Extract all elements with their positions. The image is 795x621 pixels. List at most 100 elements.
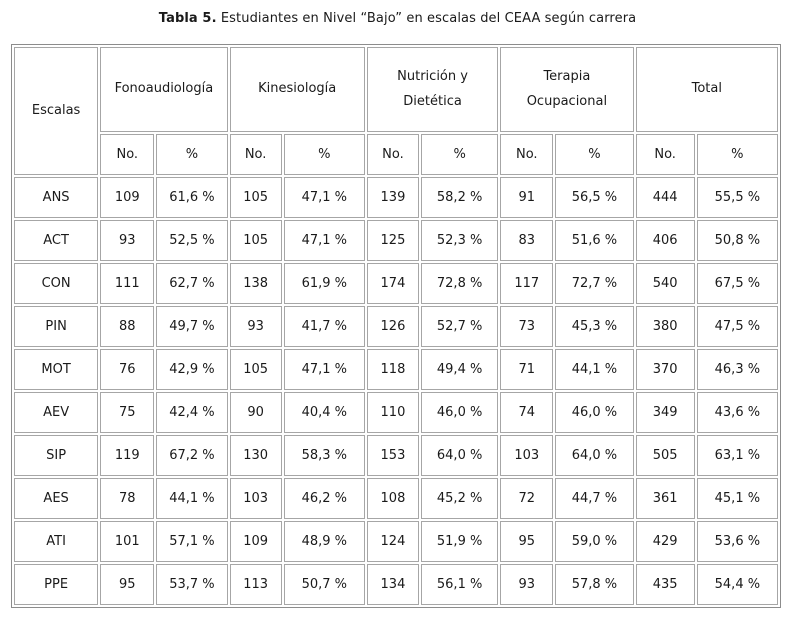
value-cell: 61,6 % xyxy=(156,177,228,218)
scale-cell: PIN xyxy=(14,306,99,347)
value-cell: 139 xyxy=(366,177,420,218)
column-group-kinesiologia: Kinesiología xyxy=(229,47,365,132)
table-row-con: CON 111 62,7 % 138 61,9 % 174 72,8 % 117… xyxy=(14,263,778,304)
value-cell: 103 xyxy=(229,478,282,519)
value-cell: 93 xyxy=(229,306,282,347)
value-cell: 91 xyxy=(500,177,554,218)
value-cell: 73 xyxy=(500,306,554,347)
value-cell: 46,2 % xyxy=(283,478,365,519)
value-cell: 63,1 % xyxy=(696,435,778,476)
value-cell: 44,1 % xyxy=(555,349,634,390)
column-group-total: Total xyxy=(635,47,778,132)
value-cell: 108 xyxy=(366,478,420,519)
col-header-pct: % xyxy=(283,134,365,175)
value-cell: 174 xyxy=(366,263,420,304)
value-cell: 50,7 % xyxy=(283,564,365,605)
header-sub-row: No. % No. % No. % No. % No. % xyxy=(14,134,778,175)
value-cell: 118 xyxy=(366,349,420,390)
value-cell: 105 xyxy=(229,177,282,218)
scale-cell: CON xyxy=(14,263,99,304)
header-group-row: Escalas Fonoaudiología Kinesiología Nutr… xyxy=(14,47,778,175)
value-cell: 93 xyxy=(500,564,554,605)
value-cell: 56,1 % xyxy=(421,564,499,605)
value-cell: 54,4 % xyxy=(696,564,778,605)
col-header-no: No. xyxy=(366,134,420,175)
table-caption-number: Tabla 5. xyxy=(158,11,217,26)
value-cell: 113 xyxy=(229,564,282,605)
value-cell: 435 xyxy=(635,564,695,605)
col-header-no: No. xyxy=(100,134,155,175)
col-header-pct: % xyxy=(696,134,778,175)
value-cell: 349 xyxy=(635,392,695,433)
value-cell: 51,6 % xyxy=(555,220,634,261)
value-cell: 130 xyxy=(229,435,282,476)
value-cell: 53,7 % xyxy=(156,564,228,605)
value-cell: 540 xyxy=(635,263,695,304)
value-cell: 109 xyxy=(100,177,155,218)
value-cell: 47,1 % xyxy=(283,177,365,218)
value-cell: 75 xyxy=(100,392,155,433)
table-row-ans: ANS 109 61,6 % 105 47,1 % 139 58,2 % 91 … xyxy=(14,177,778,218)
value-cell: 105 xyxy=(229,349,282,390)
value-cell: 47,1 % xyxy=(283,220,365,261)
table-row-mot: MOT 76 42,9 % 105 47,1 % 118 49,4 % 71 4… xyxy=(14,349,778,390)
scale-cell: ATI xyxy=(14,521,99,562)
value-cell: 103 xyxy=(500,435,554,476)
value-cell: 44,7 % xyxy=(555,478,634,519)
value-cell: 72,8 % xyxy=(421,263,499,304)
value-cell: 40,4 % xyxy=(283,392,365,433)
value-cell: 61,9 % xyxy=(283,263,365,304)
table-row-act: ACT 93 52,5 % 105 47,1 % 125 52,3 % 83 5… xyxy=(14,220,778,261)
scale-cell: AEV xyxy=(14,392,99,433)
value-cell: 78 xyxy=(100,478,155,519)
value-cell: 59,0 % xyxy=(555,521,634,562)
value-cell: 49,7 % xyxy=(156,306,228,347)
column-group-fonoaudiologia: Fonoaudiología xyxy=(100,47,228,132)
col-header-pct: % xyxy=(156,134,228,175)
value-cell: 46,0 % xyxy=(421,392,499,433)
value-cell: 51,9 % xyxy=(421,521,499,562)
value-cell: 52,7 % xyxy=(421,306,499,347)
table-row-aes: AES 78 44,1 % 103 46,2 % 108 45,2 % 72 4… xyxy=(14,478,778,519)
value-cell: 64,0 % xyxy=(555,435,634,476)
value-cell: 72 xyxy=(500,478,554,519)
value-cell: 93 xyxy=(100,220,155,261)
value-cell: 444 xyxy=(635,177,695,218)
table-row-aev: AEV 75 42,4 % 90 40,4 % 110 46,0 % 74 46… xyxy=(14,392,778,433)
value-cell: 125 xyxy=(366,220,420,261)
value-cell: 47,1 % xyxy=(283,349,365,390)
scale-cell: AES xyxy=(14,478,99,519)
scale-cell: ACT xyxy=(14,220,99,261)
value-cell: 111 xyxy=(100,263,155,304)
value-cell: 370 xyxy=(635,349,695,390)
value-cell: 53,6 % xyxy=(696,521,778,562)
value-cell: 101 xyxy=(100,521,155,562)
table-row-ati: ATI 101 57,1 % 109 48,9 % 124 51,9 % 95 … xyxy=(14,521,778,562)
value-cell: 505 xyxy=(635,435,695,476)
value-cell: 48,9 % xyxy=(283,521,365,562)
col-header-no: No. xyxy=(500,134,554,175)
scale-cell: ANS xyxy=(14,177,99,218)
table-row-ppe: PPE 95 53,7 % 113 50,7 % 134 56,1 % 93 5… xyxy=(14,564,778,605)
value-cell: 153 xyxy=(366,435,420,476)
value-cell: 64,0 % xyxy=(421,435,499,476)
value-cell: 55,5 % xyxy=(696,177,778,218)
value-cell: 67,5 % xyxy=(696,263,778,304)
value-cell: 110 xyxy=(366,392,420,433)
scale-cell: SIP xyxy=(14,435,99,476)
value-cell: 119 xyxy=(100,435,155,476)
value-cell: 126 xyxy=(366,306,420,347)
value-cell: 44,1 % xyxy=(156,478,228,519)
value-cell: 105 xyxy=(229,220,282,261)
value-cell: 46,3 % xyxy=(696,349,778,390)
value-cell: 109 xyxy=(229,521,282,562)
table-caption-text: Estudiantes en Nivel “Bajo” en escalas d… xyxy=(216,11,637,26)
value-cell: 83 xyxy=(500,220,554,261)
column-group-nutricion-dietetica: Nutrición y Dietética xyxy=(366,47,499,132)
value-cell: 52,3 % xyxy=(421,220,499,261)
col-header-pct: % xyxy=(555,134,634,175)
table-row-sip: SIP 119 67,2 % 130 58,3 % 153 64,0 % 103… xyxy=(14,435,778,476)
value-cell: 50,8 % xyxy=(696,220,778,261)
value-cell: 95 xyxy=(100,564,155,605)
